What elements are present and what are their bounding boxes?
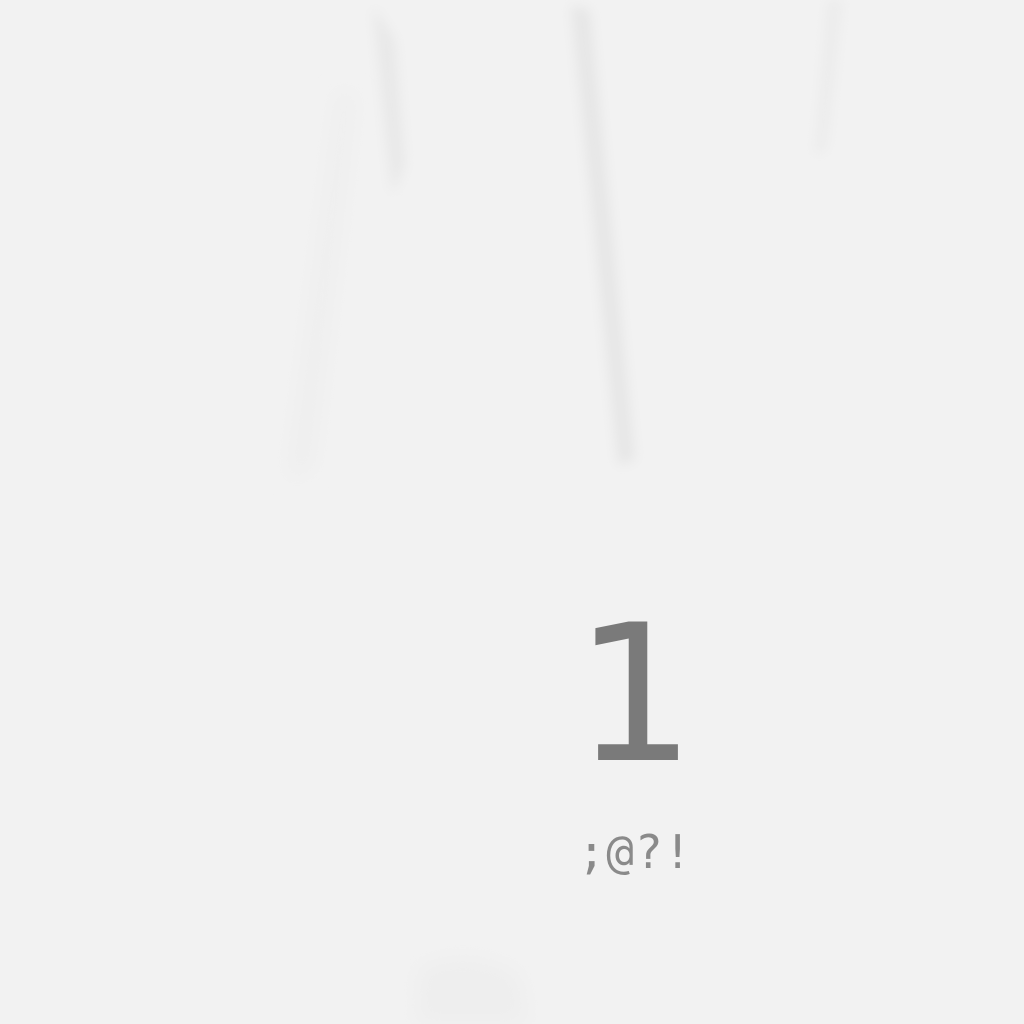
background-streak-shape [288, 90, 355, 478]
key-symbols: ;@?! [577, 825, 693, 879]
background-streak-shape [815, 0, 842, 155]
number-key[interactable]: 1 ;@?! [555, 600, 715, 890]
background-streak-shape [373, 6, 405, 195]
background-streak-shape [416, 958, 528, 1024]
key-number: 1 [574, 584, 696, 805]
background-streak-shape [571, 5, 635, 465]
